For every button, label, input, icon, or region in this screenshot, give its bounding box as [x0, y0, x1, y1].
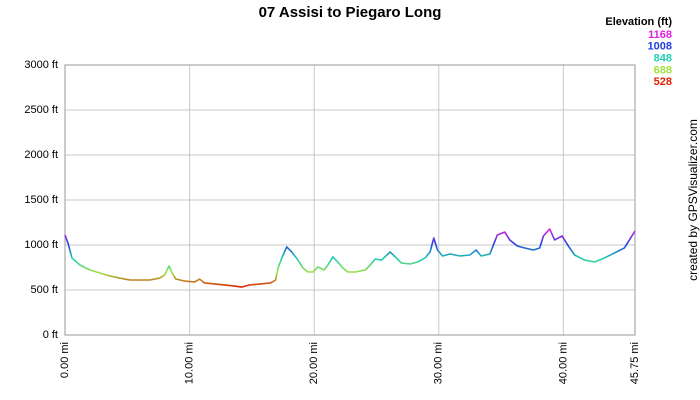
- y-tick-label: 1000 ft: [24, 239, 58, 251]
- x-tick-label: 20.00 mi: [308, 342, 320, 384]
- x-tick-label: 40.00 mi: [557, 342, 569, 384]
- legend-value: 528: [654, 76, 672, 88]
- y-tick-label: 1500 ft: [24, 194, 58, 206]
- y-tick-label: 2000 ft: [24, 149, 58, 161]
- y-tick-label: 0 ft: [43, 329, 58, 341]
- credit: created by GPSVisualizer.com: [686, 119, 700, 281]
- x-tick-label: 10.00 mi: [183, 342, 195, 384]
- legend-value: 1008: [648, 41, 672, 53]
- y-tick-label: 2500 ft: [24, 104, 58, 116]
- x-tick-label: 30.00 mi: [433, 342, 445, 384]
- x-tick-label: 45.75 mi: [629, 342, 641, 384]
- y-tick-label: 3000 ft: [24, 59, 58, 71]
- legend-value: 848: [654, 53, 672, 65]
- legend-value: 1168: [648, 29, 672, 41]
- legend-value: 688: [654, 64, 672, 76]
- y-tick-label: 500 ft: [30, 284, 58, 296]
- x-tick-label: 0.00 mi: [59, 342, 71, 378]
- legend-title: Elevation (ft): [605, 16, 672, 28]
- elevation-line: [64, 228, 636, 288]
- plot-frame: [64, 64, 636, 336]
- chart-title: 07 Assisi to Piegaro Long: [259, 4, 442, 21]
